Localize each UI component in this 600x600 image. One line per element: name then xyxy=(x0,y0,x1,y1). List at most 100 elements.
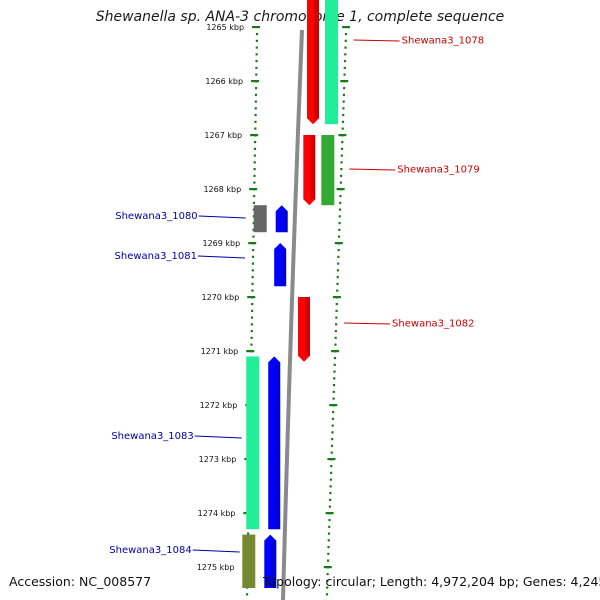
minor-tick-left xyxy=(253,161,256,164)
minor-tick-right xyxy=(330,451,333,454)
minor-tick-left xyxy=(252,228,255,231)
gene-label: Shewana3_1079 xyxy=(397,165,479,176)
minor-tick-right xyxy=(339,201,342,204)
minor-tick-left xyxy=(252,222,255,225)
minor-tick-right xyxy=(327,552,330,555)
gene-arrow-Shewana3_1078-shade xyxy=(314,0,320,119)
tick-label: 1265 kbp xyxy=(206,23,244,32)
minor-tick-right xyxy=(330,444,334,447)
minor-tick-right xyxy=(337,249,340,252)
minor-tick-right xyxy=(336,276,339,279)
minor-tick-left xyxy=(254,100,257,103)
minor-tick-right xyxy=(344,46,347,49)
gene-arrow-Shewana3_1080 xyxy=(275,205,288,233)
minor-tick-right xyxy=(340,174,343,177)
minor-tick-left xyxy=(250,330,253,333)
minor-tick-left xyxy=(253,174,256,177)
minor-tick-right xyxy=(340,161,343,164)
gene-label: Shewana3_1080 xyxy=(115,211,197,222)
minor-tick-right xyxy=(333,363,336,366)
minor-tick-right xyxy=(332,390,335,393)
minor-tick-right xyxy=(341,141,344,144)
minor-tick-left xyxy=(255,53,258,56)
major-tick-left xyxy=(251,80,260,83)
minor-tick-right xyxy=(336,269,340,272)
minor-tick-left xyxy=(251,303,254,306)
minor-tick-right xyxy=(331,417,335,420)
minor-tick-left xyxy=(251,269,254,272)
chromosome-axis xyxy=(278,29,307,600)
minor-tick-left xyxy=(250,323,253,326)
minor-tick-right xyxy=(340,154,343,157)
cog-bar-Shewana3_1080 xyxy=(253,205,267,233)
minor-tick-right xyxy=(334,336,337,339)
minor-tick-right xyxy=(329,492,332,495)
leader-line xyxy=(349,168,396,171)
minor-tick-right xyxy=(342,114,345,117)
gene-label: Shewana3_1081 xyxy=(115,251,197,262)
minor-tick-right xyxy=(336,289,339,292)
major-tick-left xyxy=(249,188,258,191)
gene-arrow-Shewana3_1079 xyxy=(303,135,316,206)
major-tick-left xyxy=(248,242,257,245)
minor-tick-right xyxy=(329,471,333,474)
minor-tick-right xyxy=(341,127,344,130)
minor-tick-right xyxy=(344,33,348,36)
minor-tick-right xyxy=(335,303,338,306)
minor-tick-right xyxy=(329,478,332,481)
minor-tick-left xyxy=(250,316,254,319)
major-tick-left xyxy=(252,26,261,29)
minor-tick-right xyxy=(333,377,336,380)
minor-tick-right xyxy=(327,546,330,549)
minor-tick-right xyxy=(343,60,347,63)
minor-tick-right xyxy=(342,100,345,103)
minor-tick-left xyxy=(253,154,256,157)
minor-tick-right xyxy=(339,195,342,198)
gene-arrow-Shewana3_1082-shade xyxy=(305,297,311,356)
gene-label: Shewana3_1084 xyxy=(109,545,191,556)
major-tick-right xyxy=(327,458,336,461)
minor-tick-right xyxy=(331,438,334,441)
minor-tick-left xyxy=(255,39,259,42)
minor-tick-right xyxy=(337,235,341,238)
minor-tick-right xyxy=(340,147,344,150)
minor-tick-right xyxy=(343,66,346,69)
tick-label: 1272 kbp xyxy=(200,401,238,410)
leader-line xyxy=(344,322,391,325)
minor-tick-right xyxy=(330,465,333,468)
minor-tick-right xyxy=(335,316,338,319)
minor-tick-right xyxy=(331,431,334,434)
gene-label: Shewana3_1078 xyxy=(402,36,484,47)
tick-label: 1266 kbp xyxy=(205,77,243,86)
gene-label: Shewana3_1083 xyxy=(111,431,193,442)
minor-tick-left xyxy=(253,181,256,184)
tick-label: 1274 kbp xyxy=(198,509,236,518)
minor-tick-left xyxy=(254,120,257,123)
minor-tick-left xyxy=(252,235,255,238)
tick-label: 1269 kbp xyxy=(202,239,240,248)
minor-tick-right xyxy=(332,384,336,387)
minor-tick-right xyxy=(334,330,337,333)
tick-label: 1270 kbp xyxy=(202,293,240,302)
minor-tick-left xyxy=(255,66,258,69)
gene-arrow-Shewana3_1083 xyxy=(268,356,281,530)
minor-tick-right xyxy=(338,222,341,225)
cog-bar-Shewana3_1079 xyxy=(321,135,335,206)
minor-tick-right xyxy=(332,411,335,414)
minor-tick-right xyxy=(328,519,331,522)
minor-tick-right xyxy=(338,215,341,218)
minor-tick-right xyxy=(341,120,345,123)
minor-tick-right xyxy=(337,255,340,258)
minor-tick-left xyxy=(254,141,257,144)
minor-tick-right xyxy=(337,262,340,265)
ruler-ticks: 1265 kbp 1266 kbp 1267 kbp 1268 kbp 1269 kbp… xyxy=(197,23,351,596)
minor-tick-right xyxy=(336,282,339,285)
tick-label: 1267 kbp xyxy=(204,131,242,140)
minor-tick-right xyxy=(326,573,329,576)
accession-text: Accession: NC_008577 xyxy=(9,574,152,589)
minor-tick-right xyxy=(326,586,329,589)
minor-tick-right xyxy=(344,53,347,56)
minor-tick-left xyxy=(253,147,257,150)
major-tick-right xyxy=(329,404,338,407)
